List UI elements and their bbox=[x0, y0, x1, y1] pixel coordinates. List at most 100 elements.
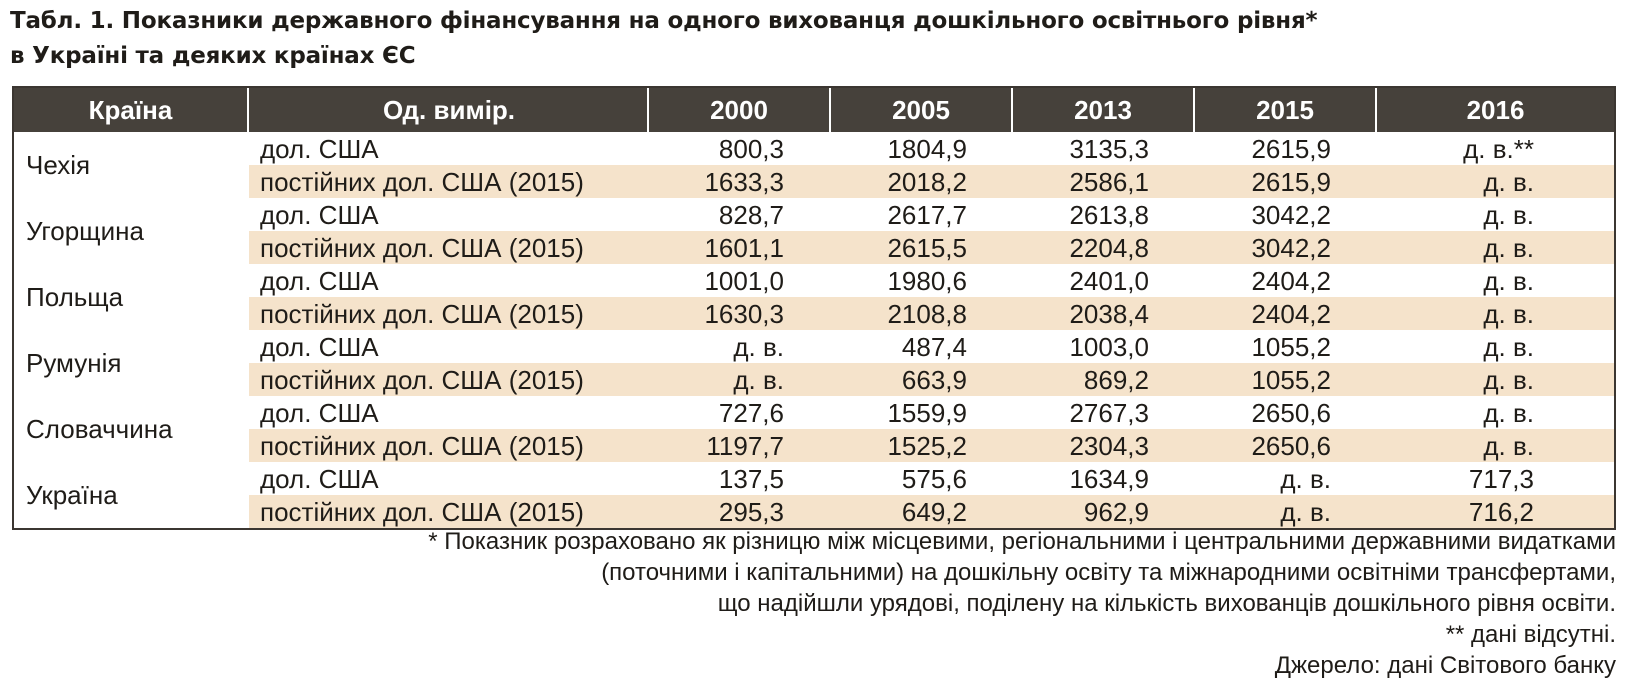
unit-cell: дол. США bbox=[260, 464, 379, 494]
table-body: Чехія дол. США 800,3 1804,9 3135,3 2615,9 д. в… bbox=[14, 132, 1614, 528]
value-cell: 3135,3 bbox=[1069, 134, 1149, 164]
unit-cell: постійних дол. США (2015) bbox=[260, 233, 584, 263]
value-cell: 1197,7 bbox=[706, 431, 784, 461]
unit-cell: постійних дол. США (2015) bbox=[260, 299, 584, 329]
value-cell: 828,7 bbox=[718, 200, 784, 230]
value-cell: 1525,2 bbox=[887, 431, 967, 461]
header-year-2000: 2000 bbox=[647, 88, 829, 132]
value-cell: 1003,0 bbox=[1069, 332, 1149, 362]
table-row: постійних дол. США (2015) 1630,3 2108,8 203… bbox=[14, 297, 1614, 330]
value-cell: 2650,6 bbox=[1251, 398, 1331, 428]
value-cell: 962,9 bbox=[1083, 497, 1149, 527]
footnote-line: (поточними і капітальними) на дошкільну … bbox=[601, 559, 1616, 586]
row-stripe bbox=[249, 297, 1614, 330]
table-row: дол. США 727,6 1559,9 2767,3 2650,6 д. в. bbox=[14, 396, 1614, 429]
value-cell: 1634,9 bbox=[1069, 464, 1149, 494]
header-year-2015: 2015 bbox=[1193, 88, 1375, 132]
value-cell: 1559,9 bbox=[887, 398, 967, 428]
row-stripe bbox=[249, 363, 1614, 396]
table-row: постійних дол. США (2015) 1633,3 2018,2 258… bbox=[14, 165, 1614, 198]
header-year-2013: 2013 bbox=[1011, 88, 1193, 132]
value-cell: 2615,9 bbox=[1251, 134, 1331, 164]
table-title: Табл. 1. Показники державного фінансуван… bbox=[10, 4, 1610, 74]
table-row: дол. США 828,7 2617,7 2613,8 3042,2 д. в. bbox=[14, 198, 1614, 231]
country-group: Угорщина дол. США 828,7 2617,7 2613,8 3042,2 д… bbox=[14, 198, 1614, 264]
table-row: постійних дол. США (2015) д. в. 663,9 869,2… bbox=[14, 363, 1614, 396]
row-stripe bbox=[249, 231, 1614, 264]
country-group: Україна дол. США 137,5 575,6 1634,9 д. в. 717,… bbox=[14, 462, 1614, 528]
unit-cell: дол. США bbox=[260, 332, 379, 362]
value-cell: д. в. bbox=[1483, 365, 1534, 395]
value-cell: д. в. bbox=[1483, 233, 1534, 263]
value-cell: д. в. bbox=[1483, 299, 1534, 329]
value-cell: д. в. bbox=[1483, 266, 1534, 296]
unit-cell: постійних дол. США (2015) bbox=[260, 365, 584, 395]
value-cell: 1980,6 bbox=[887, 266, 967, 296]
unit-cell: постійних дол. США (2015) bbox=[260, 431, 584, 461]
footnote-line: * Показник розраховано як різницю між мі… bbox=[428, 528, 1616, 555]
value-cell: 137,5 bbox=[718, 464, 784, 494]
country-name: Україна bbox=[26, 480, 118, 510]
country-group: Румунія дол. США д. в. 487,4 1003,0 1055,2 д. … bbox=[14, 330, 1614, 396]
table-row: постійних дол. США (2015) 1601,1 2615,5 220… bbox=[14, 231, 1614, 264]
country-name: Угорщина bbox=[26, 216, 144, 246]
unit-cell: дол. США bbox=[260, 134, 379, 164]
table-row: дол. США 137,5 575,6 1634,9 д. в. 717,3 bbox=[14, 462, 1614, 495]
value-cell: 2617,7 bbox=[887, 200, 967, 230]
value-cell: 575,6 bbox=[901, 464, 967, 494]
row-stripe bbox=[249, 495, 1614, 528]
value-cell: 649,2 bbox=[901, 497, 967, 527]
title-line-2: в Україні та деяких країнах ЄС bbox=[10, 43, 416, 69]
value-cell: д. в. bbox=[1280, 497, 1331, 527]
value-cell: д. в. bbox=[1483, 398, 1534, 428]
value-cell: 487,4 bbox=[901, 332, 967, 362]
value-cell: 1055,2 bbox=[1251, 365, 1331, 395]
table-row: постійних дол. США (2015) 1197,7 1525,2 230… bbox=[14, 429, 1614, 462]
value-cell: 2615,5 bbox=[887, 233, 967, 263]
footnote-line: що надійшли урядові, поділену на кількіс… bbox=[717, 590, 1616, 617]
value-cell: 717,3 bbox=[1468, 464, 1534, 494]
title-line-1: Табл. 1. Показники державного фінансуван… bbox=[10, 8, 1318, 34]
value-cell: 2038,4 bbox=[1069, 299, 1149, 329]
value-cell: 663,9 bbox=[901, 365, 967, 395]
value-cell: д. в. bbox=[1483, 332, 1534, 362]
unit-cell: дол. США bbox=[260, 200, 379, 230]
value-cell: 1601,1 bbox=[704, 233, 784, 263]
value-cell: 2586,1 bbox=[1069, 167, 1149, 197]
value-cell: 2204,8 bbox=[1069, 233, 1149, 263]
table-row: дол. США 800,3 1804,9 3135,3 2615,9 д. в.** bbox=[14, 132, 1614, 165]
table-row: постійних дол. США (2015) 295,3 649,2 962,9… bbox=[14, 495, 1614, 528]
value-cell: 2404,2 bbox=[1251, 299, 1331, 329]
country-group: Чехія дол. США 800,3 1804,9 3135,3 2615,9 д. в… bbox=[14, 132, 1614, 198]
financing-table: Країна Од. вимір. 2000 2005 2013 2015 20… bbox=[12, 86, 1616, 530]
value-cell: 1633,3 bbox=[704, 167, 784, 197]
value-cell: д. в.** bbox=[1463, 134, 1534, 164]
value-cell: 1055,2 bbox=[1251, 332, 1331, 362]
header-country: Країна bbox=[88, 95, 173, 125]
row-stripe bbox=[249, 429, 1614, 462]
value-cell: 727,6 bbox=[718, 398, 784, 428]
footnote-missing-data: ** дані відсутні. bbox=[1445, 621, 1616, 648]
table-header: Країна Од. вимір. 2000 2005 2013 2015 20… bbox=[14, 88, 1614, 132]
table-row: дол. США 1001,0 1980,6 2401,0 2404,2 д. в. bbox=[14, 264, 1614, 297]
header-year-2005: 2005 bbox=[829, 88, 1011, 132]
value-cell: 800,3 bbox=[718, 134, 784, 164]
country-name: Румунія bbox=[26, 348, 122, 378]
value-cell: 2615,9 bbox=[1251, 167, 1331, 197]
row-stripe bbox=[249, 165, 1614, 198]
value-cell: д. в. bbox=[1280, 464, 1331, 494]
value-cell: 2404,2 bbox=[1251, 266, 1331, 296]
value-cell: 2018,2 bbox=[887, 167, 967, 197]
value-cell: 2767,3 bbox=[1069, 398, 1149, 428]
table-row: дол. США д. в. 487,4 1003,0 1055,2 д. в. bbox=[14, 330, 1614, 363]
value-cell: 1001,0 bbox=[704, 266, 784, 296]
unit-cell: дол. США bbox=[260, 266, 379, 296]
country-name: Польща bbox=[26, 282, 124, 312]
value-cell: 295,3 bbox=[718, 497, 784, 527]
value-cell: 2613,8 bbox=[1069, 200, 1149, 230]
value-cell: 2401,0 bbox=[1069, 266, 1149, 296]
value-cell: 2304,3 bbox=[1069, 431, 1149, 461]
value-cell: д. в. bbox=[1483, 167, 1534, 197]
value-cell: 2108,8 bbox=[887, 299, 967, 329]
unit-cell: постійних дол. США (2015) bbox=[260, 167, 584, 197]
